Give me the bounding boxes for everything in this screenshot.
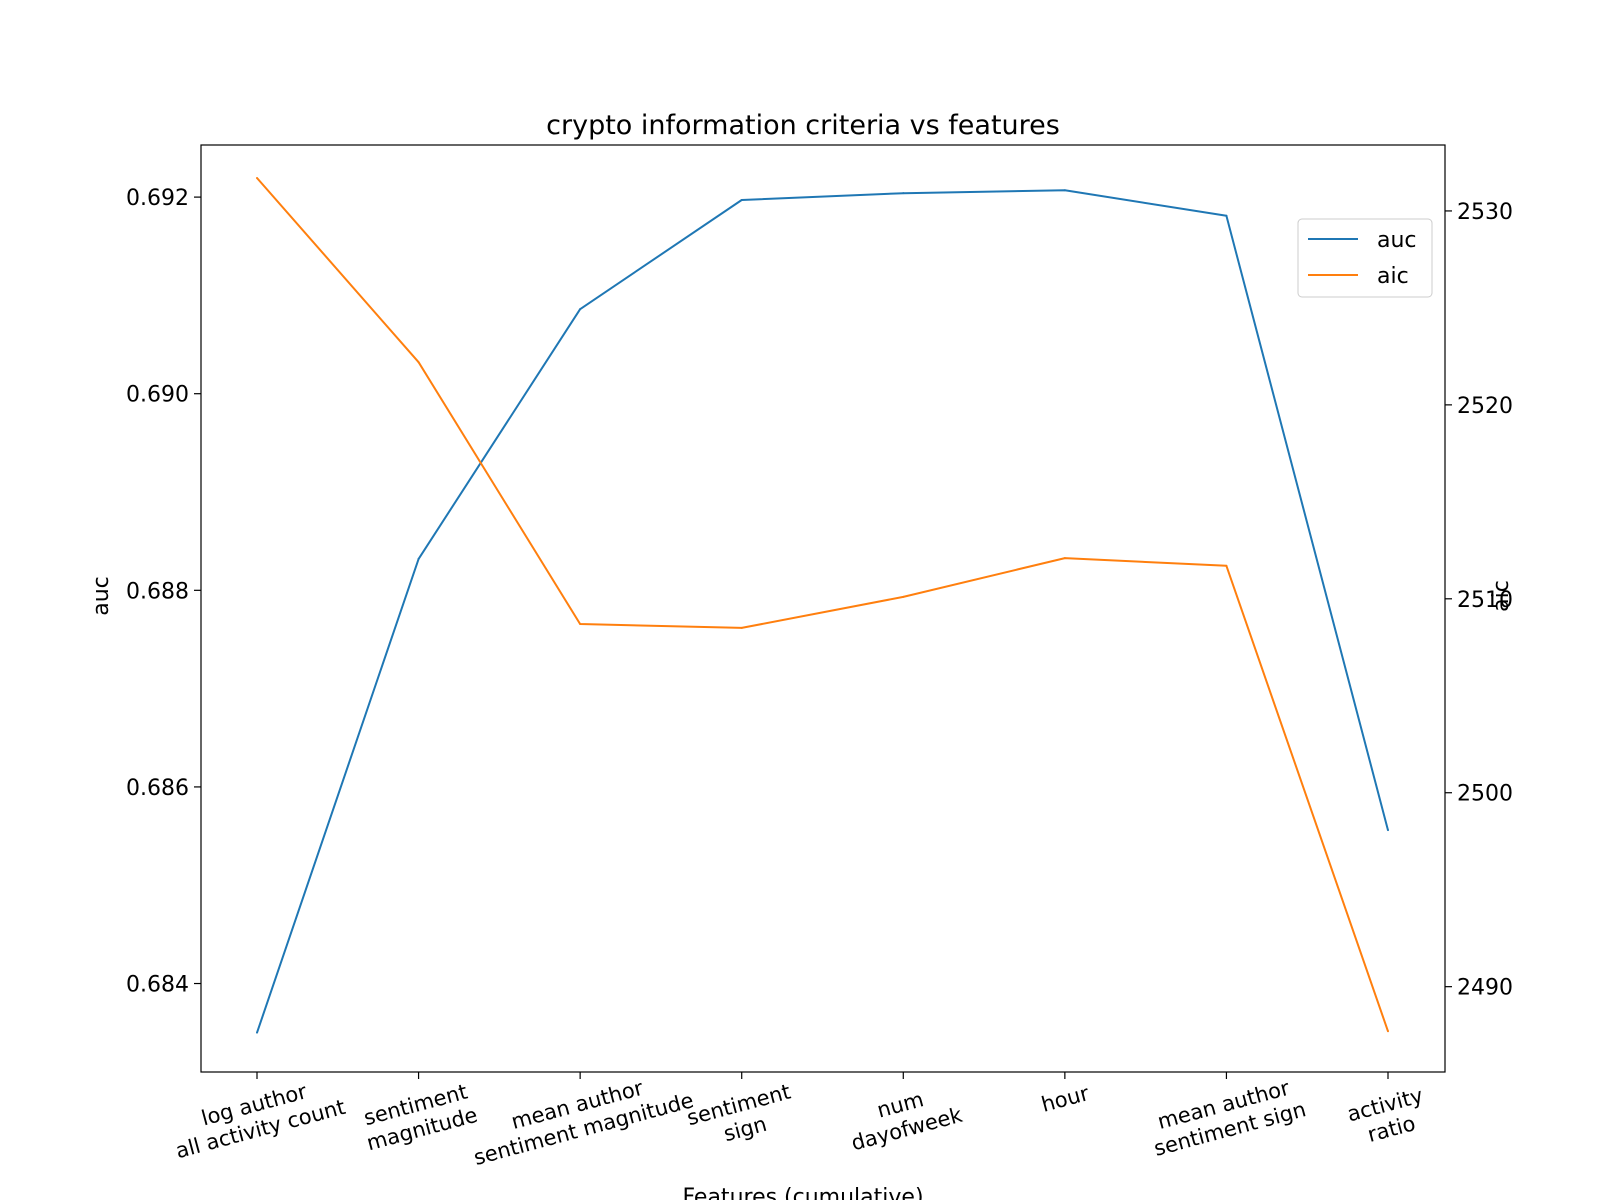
y-right-tick-label: 2520	[1457, 394, 1513, 419]
data-point-auc	[1387, 829, 1389, 832]
data-point-auc	[902, 192, 905, 195]
legend-label-aic: aic	[1377, 264, 1409, 289]
data-point-aic	[1225, 564, 1228, 567]
data-point-aic	[256, 176, 258, 179]
data-point-aic	[902, 595, 905, 598]
y-axis-left-label: auc	[89, 576, 114, 616]
y-left-tick-label: 0.688	[126, 579, 189, 604]
y-axis-right-label: aic	[1489, 580, 1514, 612]
y-right-tick-label: 2500	[1457, 782, 1513, 807]
data-point-aic	[579, 623, 582, 626]
data-point-auc	[1225, 214, 1228, 217]
data-point-auc	[1063, 189, 1066, 192]
y-left-tick-label: 0.690	[126, 383, 189, 408]
y-right-tick-label: 2490	[1457, 976, 1513, 1001]
legend-label-auc: auc	[1377, 228, 1417, 253]
y-left-tick-label: 0.686	[126, 776, 189, 801]
y-left-tick-label: 0.684	[126, 973, 189, 998]
series-line-aic	[256, 177, 1389, 1032]
data-point-aic	[1063, 557, 1066, 560]
data-point-auc	[579, 308, 582, 311]
plot-frame	[200, 144, 1446, 1073]
data-point-auc	[256, 1031, 258, 1034]
series-line-auc	[256, 189, 1389, 1034]
y-right-tick-label: 2510	[1457, 588, 1513, 613]
x-axis-label: Features (cumulative)	[682, 1185, 923, 1200]
data-point-aic	[417, 361, 420, 364]
data-point-aic	[740, 626, 743, 629]
y-left-tick-label: 0.692	[126, 186, 189, 211]
data-point-auc	[417, 557, 420, 560]
y-right-tick-label: 2530	[1457, 200, 1513, 225]
legend: auc aic	[1297, 218, 1433, 298]
chart-title: crypto information criteria vs features	[546, 110, 1060, 141]
data-point-auc	[740, 199, 743, 202]
data-point-aic	[1387, 1030, 1389, 1033]
plot-area	[256, 176, 1389, 1034]
